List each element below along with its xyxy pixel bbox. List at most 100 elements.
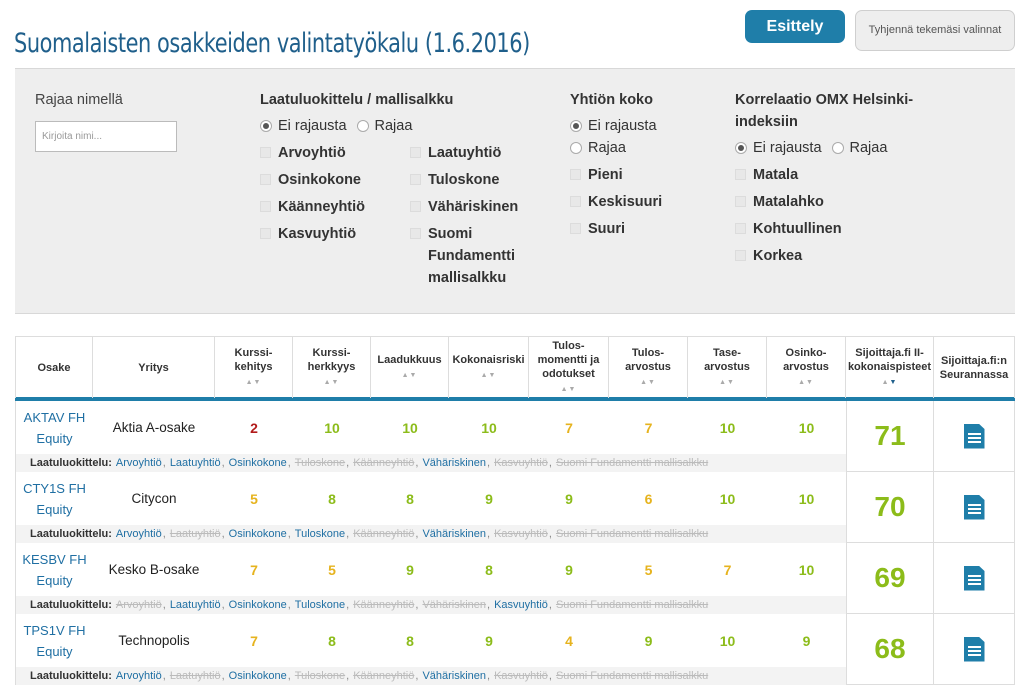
- ticker-link[interactable]: KESBV FH Equity: [15, 543, 93, 596]
- correlation-radio-label: Rajaa: [849, 140, 888, 156]
- size-checkbox[interactable]: [570, 169, 581, 180]
- sort-arrows-icon[interactable]: ▲▼: [640, 378, 656, 386]
- ticker-symbol[interactable]: KESBV FH: [22, 551, 87, 567]
- score-cell: 7: [250, 632, 258, 649]
- size-radio-0[interactable]: [570, 120, 582, 132]
- quality-tag: Laatuyhtiö: [169, 599, 221, 611]
- quality-tag: Osinkokone: [228, 599, 287, 611]
- correlation-option[interactable]: Matalahko: [735, 191, 945, 213]
- size-option-label: Pieni: [588, 167, 623, 183]
- table-row: TPS1V FH Equity Technopolis 7 8 8 9 4 9 10 9 68 Laat…: [15, 614, 1015, 685]
- sort-arrows-icon[interactable]: ▲▼: [480, 371, 497, 379]
- quality-tag-separator: ,: [287, 670, 291, 682]
- quality-checkbox[interactable]: [410, 201, 421, 212]
- column-header-10[interactable]: Sijoittaja.fi II-kokonaispisteet ▲▼: [846, 337, 934, 398]
- column-header-5[interactable]: Kokonaisriski ▲▼: [449, 337, 529, 398]
- column-header-6[interactable]: Tulos-momentti ja odotukset ▲▼: [529, 337, 609, 398]
- quality-tags: Laatuluokittelu: Arvoyhtiö, Laatuyhtiö, Osi…: [15, 454, 846, 472]
- size-option[interactable]: Keskisuuri: [570, 191, 720, 213]
- clear-selections-button[interactable]: Tyhjennä tekemäsi valinnat: [855, 10, 1015, 51]
- quality-option[interactable]: Käänneyhtiö: [260, 196, 410, 218]
- ticker-suffix[interactable]: Equity: [36, 430, 73, 446]
- document-icon[interactable]: [963, 636, 985, 662]
- correlation-option[interactable]: Korkea: [735, 245, 945, 267]
- quality-tag: Osinkokone: [228, 670, 287, 682]
- correlation-checkbox[interactable]: [735, 196, 746, 207]
- quality-option-label: Vähäriskinen: [428, 199, 519, 215]
- quality-tag: Käänneyhtiö: [353, 670, 415, 682]
- quality-option[interactable]: Suomi Fundamentti mallisalkku: [410, 223, 530, 289]
- quality-tag: Suomi Fundamentti mallisalkku: [555, 599, 709, 611]
- sort-arrows-icon[interactable]: ▲▼: [245, 378, 262, 386]
- ticker-link[interactable]: TPS1V FH Equity: [15, 614, 93, 667]
- score-cell: 6: [644, 490, 653, 507]
- ticker-link[interactable]: AKTAV FH Equity: [15, 401, 93, 454]
- size-option[interactable]: Pieni: [570, 164, 720, 186]
- quality-checkbox[interactable]: [410, 228, 421, 239]
- filter-panel: Rajaa nimellä Laatuluokittelu / mallisal…: [15, 68, 1015, 314]
- document-icon[interactable]: [963, 494, 985, 520]
- ticker-suffix[interactable]: Equity: [36, 572, 73, 588]
- quality-tag: Tuloskone: [294, 528, 346, 540]
- column-header-11[interactable]: Sijoittaja.fi:n Seurannassa: [934, 337, 1015, 398]
- column-header-label: Sijoittaja.fi:n Seurannassa: [939, 354, 1009, 381]
- quality-option[interactable]: Kasvuyhtiö: [260, 223, 410, 245]
- ticker-link[interactable]: CTY1S FH Equity: [15, 472, 93, 525]
- column-header-0[interactable]: Osake: [15, 337, 93, 398]
- ticker-symbol[interactable]: TPS1V FH: [23, 622, 86, 638]
- correlation-checkbox[interactable]: [735, 223, 746, 234]
- column-header-1[interactable]: Yritys: [93, 337, 215, 398]
- quality-tag: Tuloskone: [294, 457, 346, 469]
- correlation-checkbox[interactable]: [735, 169, 746, 180]
- correlation-option-label: Korkea: [753, 248, 803, 264]
- presentation-button[interactable]: Esittely: [745, 10, 845, 43]
- column-header-8[interactable]: Tase-arvostus ▲▼: [688, 337, 767, 398]
- sort-arrows-icon[interactable]: ▲▼: [323, 378, 340, 386]
- ticker-symbol[interactable]: AKTAV FH: [23, 409, 86, 425]
- column-header-2[interactable]: Kurssi-kehitys ▲▼: [215, 337, 293, 398]
- quality-tag-separator: ,: [162, 599, 166, 611]
- quality-checkbox[interactable]: [260, 201, 271, 212]
- quality-filter-heading: Laatuluokittelu / mallisalkku: [260, 92, 454, 108]
- sort-arrows-icon[interactable]: ▲▼: [881, 378, 898, 386]
- ticker-suffix[interactable]: Equity: [36, 643, 73, 659]
- size-option-label: Suuri: [588, 221, 626, 237]
- sort-arrows-icon[interactable]: ▲▼: [719, 378, 735, 386]
- quality-checkbox[interactable]: [260, 174, 271, 185]
- column-header-9[interactable]: Osinko-arvostus ▲▼: [767, 337, 846, 398]
- score-cell: 7: [565, 419, 573, 436]
- correlation-checkbox[interactable]: [735, 250, 746, 261]
- document-icon[interactable]: [963, 565, 985, 591]
- column-header-7[interactable]: Tulos-arvostus ▲▼: [609, 337, 688, 398]
- correlation-option[interactable]: Matala: [735, 164, 945, 186]
- sort-arrows-icon[interactable]: ▲▼: [560, 385, 577, 393]
- quality-checkbox[interactable]: [260, 228, 271, 239]
- quality-radio-1[interactable]: [356, 120, 369, 132]
- size-radio-1[interactable]: [570, 142, 582, 154]
- sort-arrows-icon[interactable]: ▲▼: [798, 378, 814, 386]
- quality-tags-label: Laatuluokittelu:: [30, 528, 112, 540]
- sort-arrows-icon[interactable]: ▲▼: [401, 371, 418, 379]
- correlation-option[interactable]: Kohtuullinen: [735, 218, 945, 240]
- ticker-suffix[interactable]: Equity: [36, 501, 73, 517]
- quality-checkbox[interactable]: [260, 147, 271, 158]
- document-icon[interactable]: [963, 423, 985, 449]
- quality-option[interactable]: Osinkokone: [260, 169, 410, 191]
- quality-checkbox[interactable]: [410, 174, 421, 185]
- name-search-input[interactable]: [35, 121, 177, 152]
- quality-option[interactable]: Laatuyhtiö: [410, 142, 530, 164]
- quality-option[interactable]: Tuloskone: [410, 169, 530, 191]
- quality-option[interactable]: Vähäriskinen: [410, 196, 530, 218]
- quality-option[interactable]: Arvoyhtiö: [260, 142, 410, 164]
- size-checkbox[interactable]: [570, 223, 581, 234]
- correlation-radio-1[interactable]: [831, 142, 844, 154]
- quality-tag-separator: ,: [287, 528, 291, 540]
- correlation-radio-0[interactable]: [735, 142, 747, 154]
- ticker-symbol[interactable]: CTY1S FH: [23, 480, 86, 496]
- column-header-4[interactable]: Laadukkuus ▲▼: [371, 337, 449, 398]
- quality-checkbox[interactable]: [410, 147, 421, 158]
- column-header-3[interactable]: Kurssi-herkkyys ▲▼: [293, 337, 371, 398]
- quality-radio-0[interactable]: [260, 120, 272, 132]
- size-option[interactable]: Suuri: [570, 218, 720, 240]
- size-checkbox[interactable]: [570, 196, 581, 207]
